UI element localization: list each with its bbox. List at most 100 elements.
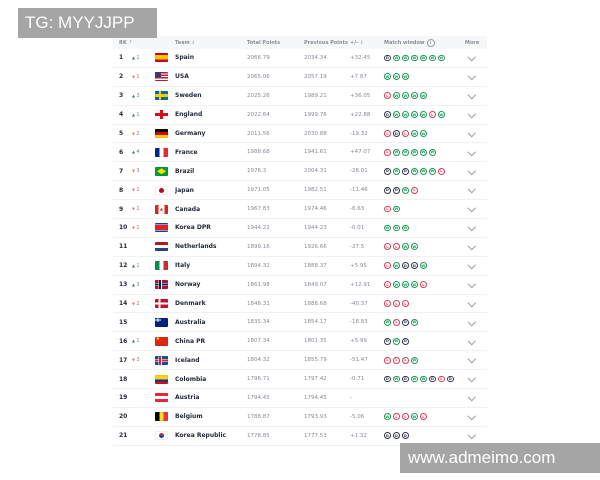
- team-flag-icon: [155, 412, 168, 422]
- chevron-down-icon[interactable]: [468, 223, 476, 231]
- table-row[interactable]: 11- Netherlands 1899.16 1926.66 -27.5 L L W W: [113, 237, 487, 257]
- chevron-down-icon[interactable]: [468, 430, 476, 439]
- result-win-pip: W: [437, 111, 445, 119]
- chevron-down-icon[interactable]: [468, 336, 476, 345]
- sort-icon[interactable]: ↕: [359, 40, 364, 46]
- movement-value: 3: [136, 281, 140, 288]
- table-row[interactable]: 14 ▼ 2 Denmark 1848.31 1888.68 -40.37 L L L: [113, 294, 487, 314]
- expand-row-button[interactable]: [465, 204, 479, 212]
- table-row[interactable]: 17 ▼ 3 Iceland 1804.32 1855.79 -51.47 L L L W: [113, 351, 487, 371]
- result-loss-pip: L: [384, 149, 391, 156]
- expand-row-button[interactable]: [465, 147, 479, 156]
- expand-row-button[interactable]: [465, 336, 479, 345]
- table-row[interactable]: 19- Austria 1794.45 1794.45-: [113, 389, 487, 408]
- flag-cell: [155, 166, 175, 176]
- chevron-down-icon[interactable]: [468, 90, 476, 99]
- expand-row-button[interactable]: [465, 279, 479, 288]
- sort-icon[interactable]: ↕: [191, 40, 196, 46]
- chevron-down-icon[interactable]: [468, 374, 476, 382]
- expand-row-button[interactable]: [465, 374, 479, 382]
- expand-row-button[interactable]: [465, 298, 479, 307]
- table-row[interactable]: 10 ▼ 1 Korea DPR 1944.22 1944.23 -0.01 W W W: [113, 219, 487, 238]
- expand-row-button[interactable]: [465, 90, 479, 99]
- team-name: Italy: [175, 262, 191, 270]
- expand-row-button[interactable]: [465, 411, 479, 420]
- chevron-down-icon[interactable]: [468, 204, 476, 212]
- movement-none-icon: -: [132, 413, 134, 419]
- previous-points: 1989.21: [304, 92, 327, 99]
- table-row[interactable]: 20- Belgium 1788.87 1793.93 -5.06 W L L W L: [113, 407, 487, 427]
- chevron-down-icon[interactable]: [468, 411, 476, 420]
- chevron-down-icon[interactable]: [468, 166, 476, 175]
- chevron-down-icon[interactable]: [468, 298, 476, 307]
- table-row[interactable]: 13 ▲ 3 Norway 1861.98 1849.07 +12.91 L W W W L: [113, 275, 487, 295]
- team-flag-icon: [155, 110, 168, 120]
- chevron-down-icon[interactable]: [468, 109, 476, 118]
- top-banner: TG: MYYJJPP: [18, 8, 157, 38]
- chevron-down-icon[interactable]: [468, 71, 476, 80]
- table-row[interactable]: 21- Korea Republic 1778.85 1777.53 +1.32 D D D: [113, 426, 487, 446]
- result-draw-pip: D: [410, 262, 418, 270]
- header-change[interactable]: +/- ↕: [350, 40, 384, 46]
- expand-row-button[interactable]: [465, 128, 479, 137]
- header-team[interactable]: Team ↕: [175, 40, 247, 46]
- chevron-down-icon[interactable]: [468, 393, 476, 401]
- chevron-down-icon[interactable]: [468, 147, 476, 156]
- result-win-pip: W: [392, 111, 400, 119]
- expand-row-button[interactable]: [465, 166, 479, 175]
- team-flag-icon: [155, 431, 168, 441]
- chevron-down-icon[interactable]: [468, 317, 476, 326]
- header-total-points: Total Points: [247, 39, 281, 46]
- previous-points: 2030.88: [304, 130, 327, 137]
- result-loss-pip: L: [384, 130, 391, 137]
- rank-cell: 10: [119, 224, 128, 232]
- expand-row-button[interactable]: [465, 355, 479, 364]
- result-win-pip: W: [384, 319, 391, 326]
- table-row[interactable]: 12 ▲ 1 Italy 1894.32 1888.37 +5.95 L W D D W: [113, 256, 487, 276]
- result-win-pip: W: [428, 54, 436, 62]
- result-win-pip: W: [410, 130, 418, 137]
- expand-row-button[interactable]: [465, 223, 479, 231]
- expand-row-button[interactable]: [465, 393, 479, 401]
- table-row[interactable]: 7 ▼ 3 Brazil 1976.3 2004.31 -28.01 D W D W W W L: [113, 162, 487, 182]
- info-icon[interactable]: i: [426, 38, 435, 47]
- chevron-down-icon[interactable]: [468, 260, 476, 269]
- expand-row-button[interactable]: [465, 71, 479, 80]
- expand-row-button[interactable]: [465, 109, 479, 118]
- expand-row-button[interactable]: [465, 317, 479, 326]
- previous-points: 1944.23: [304, 224, 327, 231]
- chevron-down-icon[interactable]: [468, 53, 476, 61]
- table-row[interactable]: 3 ▲ 3 Sweden 2025.26 1989.21 +36.05 L W W W W: [113, 86, 487, 106]
- team-name: Sweden: [175, 92, 202, 100]
- watermark-text: www.admeimo.com: [408, 448, 556, 467]
- header-rank[interactable]: RK ↕: [119, 40, 155, 46]
- expand-row-button[interactable]: [465, 260, 479, 269]
- previous-points: 1974.46: [304, 206, 327, 213]
- table-row[interactable]: 18- Colombia 1796.71 1797.42 -0.71 D W D W W D L D: [113, 370, 487, 390]
- chevron-down-icon[interactable]: [468, 241, 476, 250]
- chevron-down-icon[interactable]: [468, 128, 476, 137]
- chevron-down-icon[interactable]: [468, 279, 476, 288]
- rank-movement: ▼ 1: [132, 225, 155, 231]
- result-win-pip: W: [419, 262, 427, 270]
- team-flag-icon: [155, 374, 168, 384]
- top-banner-text: TG: MYYJJPP: [25, 13, 135, 32]
- table-row[interactable]: 8 ▼ 1 Japan 1971.05 1982.51 -11.46 D D W L: [113, 181, 487, 201]
- sort-icon[interactable]: ↕: [128, 40, 133, 45]
- table-row[interactable]: 6 ▲ 4 France 1988.68 1941.61 +47.07 L W W W W W: [113, 143, 487, 163]
- chevron-down-icon[interactable]: [468, 185, 476, 194]
- table-row[interactable]: 5 ▼ 2 Germany 2011.56 2030.88 -19.32 L D L W W: [113, 124, 487, 144]
- table-row[interactable]: 9 ▼ 1 Canada 1967.83 1974.46 -6.63 L W: [113, 200, 487, 220]
- expand-row-button[interactable]: [465, 430, 479, 439]
- expand-row-button[interactable]: [465, 241, 479, 250]
- points-change: -6.63: [350, 206, 365, 213]
- expand-row-button[interactable]: [465, 53, 479, 61]
- table-row[interactable]: 4 ▲ 1 England 2022.64 1999.76 +22.88 D W W W W L W: [113, 105, 487, 125]
- team-flag-icon: [155, 204, 168, 214]
- table-row[interactable]: 2 ▼ 1 USA 2065.06 2057.19 +7.87 W W W: [113, 67, 487, 87]
- expand-row-button[interactable]: [465, 185, 479, 194]
- chevron-down-icon[interactable]: [468, 355, 476, 364]
- table-row[interactable]: 1 ▲ 1 Spain 2066.79 2034.34 +32.45 D W W W W W W: [113, 49, 487, 68]
- table-row[interactable]: 16 ▲1 China PR 1807.34 1801.35 +5.99 DWD: [113, 332, 487, 352]
- table-row[interactable]: 15- Australia 1835.34 1854.17 -18.83 W L D W: [113, 313, 487, 333]
